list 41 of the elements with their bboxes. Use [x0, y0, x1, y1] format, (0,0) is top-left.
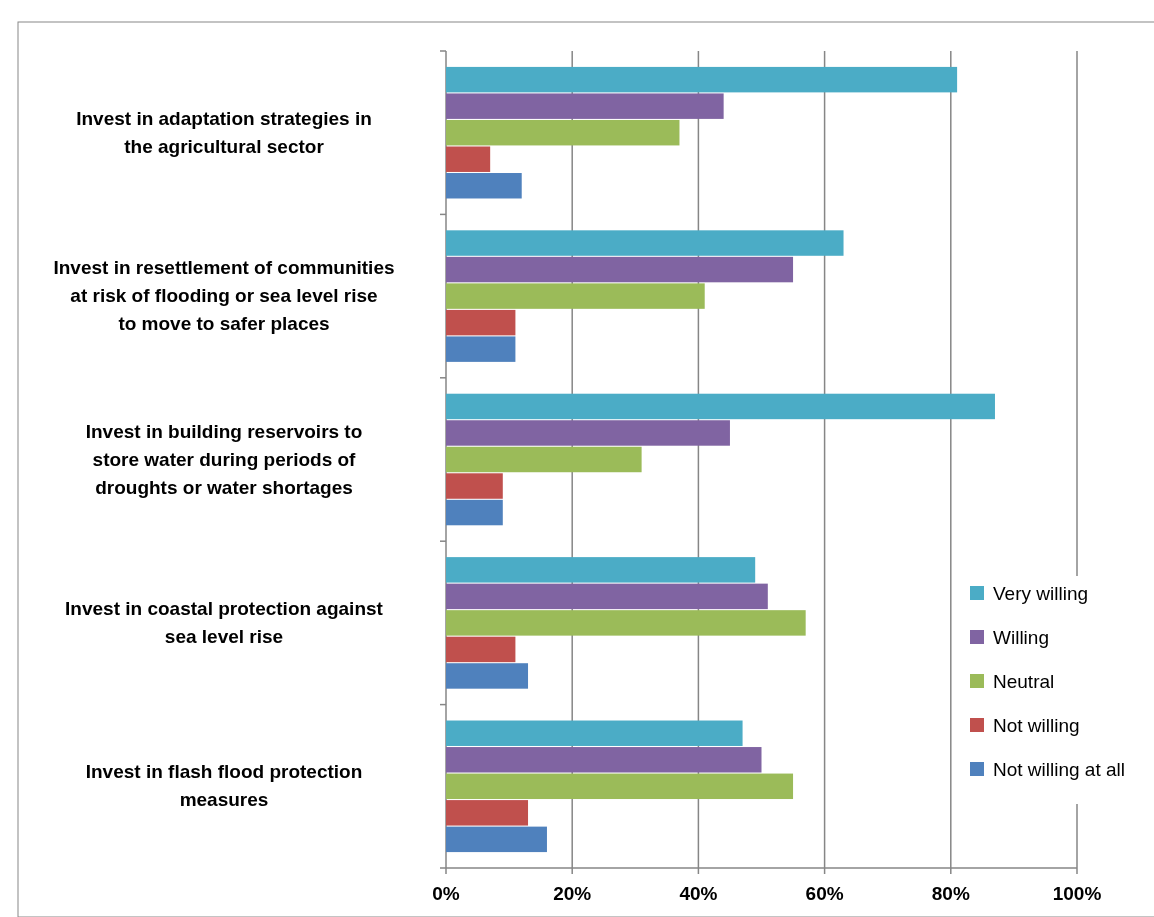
x-tick-label: 80%: [931, 883, 970, 904]
bar: [446, 420, 730, 446]
legend-label: Not willing: [993, 715, 1080, 736]
bar: [446, 773, 794, 800]
bar: [446, 473, 503, 499]
bar: [446, 747, 762, 773]
bar: [446, 66, 958, 93]
legend-label: Neutral: [993, 671, 1055, 692]
y-tick-label: Invest in building reservoirs to store water during periods of droughts or water shortages: [85, 420, 363, 498]
bar: [446, 800, 529, 826]
x-tick-label: 20%: [553, 883, 592, 904]
x-tick-label: 100%: [1052, 883, 1102, 904]
x-tick-label: 40%: [679, 883, 718, 904]
legend-label: Willing: [993, 627, 1049, 648]
y-tick-label: Invest in resettlement of communities at risk of flooding or sea level rise to move to safer places: [53, 257, 395, 335]
bar: [446, 499, 503, 526]
bar: [446, 336, 516, 362]
bar: [446, 119, 680, 146]
y-tick-label: Invest in flash flood protection measures: [85, 761, 363, 811]
bar: [446, 557, 756, 583]
y-tick-label: Invest in adaptation strategies in the agricultural sector: [76, 107, 372, 157]
bar: [446, 610, 806, 636]
legend-label: Very willing: [993, 583, 1089, 604]
bar: [446, 256, 794, 283]
bar: [446, 230, 844, 256]
bar: [446, 283, 705, 309]
x-tick-label: 60%: [805, 883, 844, 904]
y-tick-label: Invest in coastal protection against sea level rise: [65, 597, 384, 647]
bar: [446, 309, 516, 336]
bar: [446, 826, 547, 853]
bar: [446, 446, 642, 473]
bar: [446, 393, 995, 420]
bar: [446, 636, 516, 663]
bar: [446, 173, 522, 199]
bar: [446, 663, 529, 689]
x-tick-label: 0%: [432, 883, 460, 904]
bar: [446, 583, 768, 610]
bar: [446, 146, 491, 172]
bar: [446, 720, 743, 746]
legend-label: Not willing at all: [993, 759, 1125, 780]
bar: [446, 93, 724, 119]
